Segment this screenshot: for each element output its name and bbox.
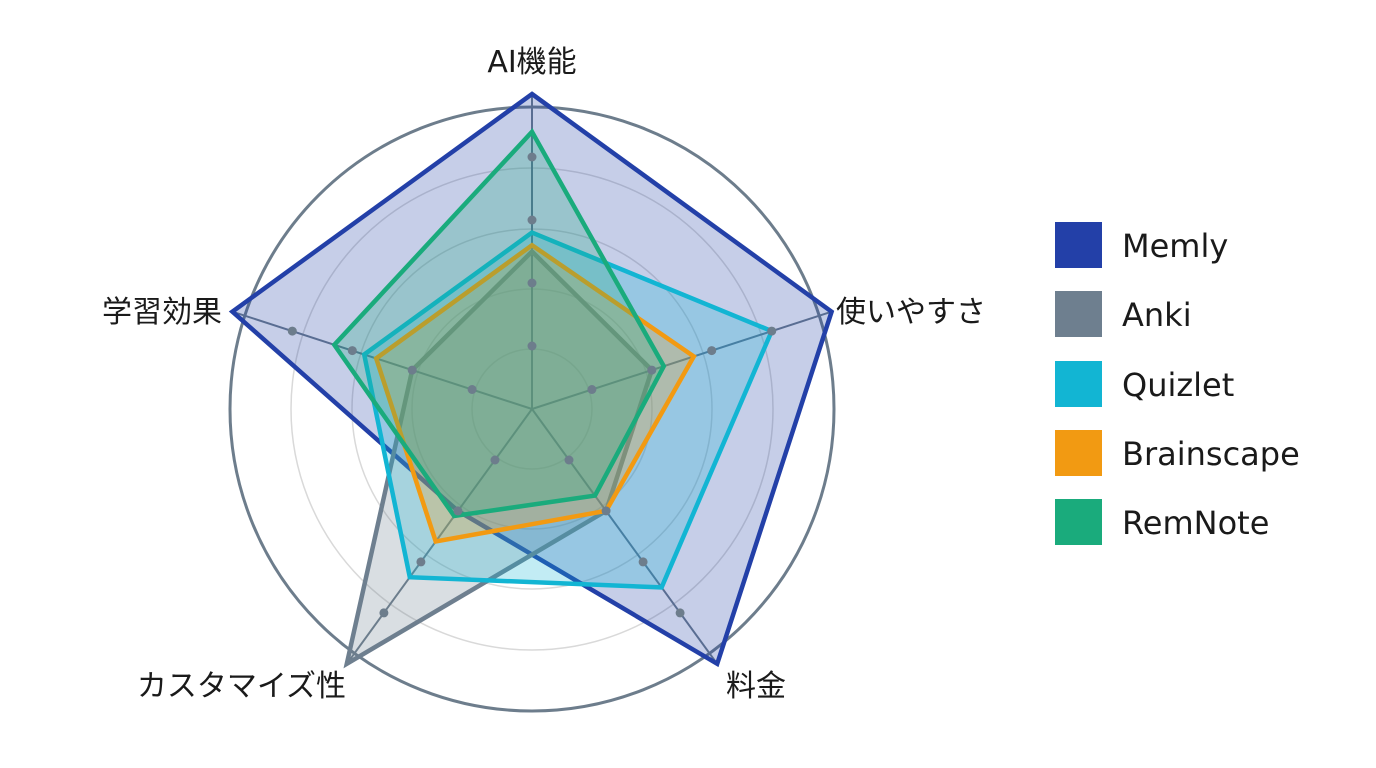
tick-marker-1-4: [767, 326, 777, 336]
axis-label-3: カスタマイズ性: [137, 669, 346, 704]
legend-swatch-quizlet: [1055, 361, 1102, 407]
series-quizlet-area: [361, 230, 775, 590]
legend: Memly Anki Quizlet Brainscape RemNote: [1055, 222, 1300, 545]
axis-label-1: 使いやすさ: [836, 295, 986, 330]
tick-marker-3-4: [379, 608, 389, 618]
axis-label-4: 学習効果: [102, 295, 222, 330]
radar-grid: [228, 94, 836, 713]
legend-swatch-remnote: [1055, 499, 1102, 545]
tick-marker-4-4: [287, 326, 297, 336]
axis-spoke-3: [346, 408, 533, 665]
tick-marker-1-3: [707, 346, 717, 356]
legend-label-anki: Anki: [1122, 296, 1192, 334]
radar-tick-markers: [287, 152, 777, 618]
series-brainscape-area: [373, 242, 697, 545]
radar-axis-labels: AI機能 使いやすさ 料金 カスタマイズ性 学習効果: [102, 45, 986, 704]
legend-label-memly: Memly: [1122, 227, 1228, 265]
legend-label-brainscape: Brainscape: [1122, 435, 1300, 473]
tick-marker-2-3: [638, 557, 648, 567]
legend-swatch-anki: [1055, 291, 1102, 337]
tick-marker-3-1: [490, 455, 500, 465]
tick-marker-1-1: [587, 385, 597, 394]
tick-marker-3-2: [453, 506, 463, 516]
tick-marker-4-1: [467, 385, 477, 394]
axis-spoke-4: [232, 310, 533, 410]
series-memly-area: [228, 91, 835, 668]
legend-item-memly: Memly: [1055, 222, 1228, 268]
tick-marker-2-2: [601, 506, 611, 516]
tick-marker-0-3: [527, 215, 537, 225]
axis-label-2: 料金: [726, 669, 786, 704]
legend-label-remnote: RemNote: [1122, 504, 1269, 542]
legend-swatch-brainscape: [1055, 430, 1102, 476]
tick-marker-0-2: [527, 278, 537, 288]
tick-marker-0-4: [527, 152, 537, 162]
tick-marker-0-1: [527, 341, 537, 351]
series-remnote-area: [331, 128, 667, 519]
legend-item-remnote: RemNote: [1055, 499, 1269, 545]
axis-spoke-1: [531, 310, 832, 410]
legend-item-quizlet: Quizlet: [1055, 361, 1234, 407]
legend-label-quizlet: Quizlet: [1122, 366, 1234, 404]
legend-swatch-memly: [1055, 222, 1102, 268]
legend-item-brainscape: Brainscape: [1055, 430, 1300, 476]
tick-marker-2-4: [675, 608, 685, 618]
tick-marker-3-3: [416, 557, 426, 567]
tick-marker-2-1: [564, 455, 574, 465]
legend-item-anki: Anki: [1055, 291, 1192, 337]
axis-label-0: AI機能: [487, 45, 576, 80]
radar-series: [228, 91, 835, 669]
axis-spoke-2: [531, 408, 718, 665]
tick-marker-4-3: [347, 346, 357, 356]
tick-marker-4-2: [407, 365, 417, 375]
tick-marker-1-2: [647, 365, 657, 375]
